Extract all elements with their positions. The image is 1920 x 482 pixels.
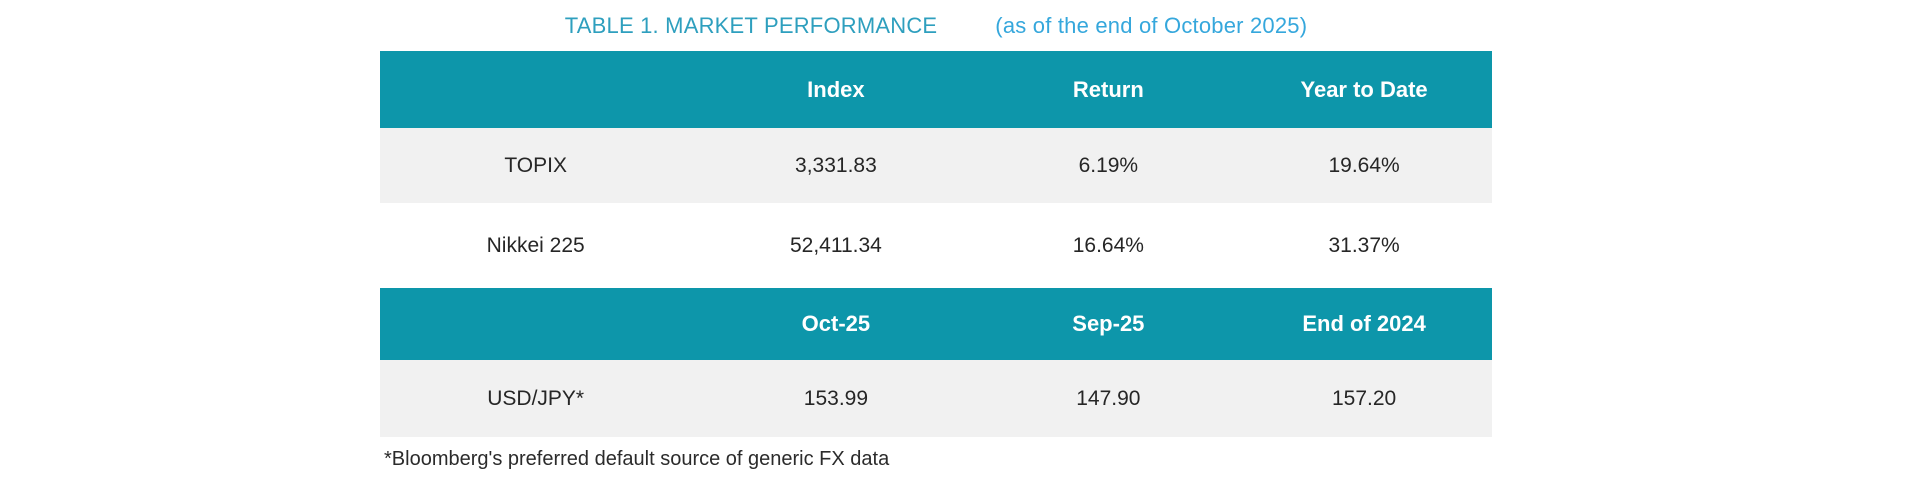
cell-index-value: 3,331.83 [795,154,877,177]
fx-table-header-row: Oct-25 Sep-25 End of 2024 [380,288,1492,360]
table-row-nikkei-225: Nikkei 225 52,411.34 16.64% 31.37% [380,203,1492,288]
table-title: TABLE 1. MARKET PERFORMANCE (as of the en… [380,13,1492,39]
header-year-to-date: Year to Date [1300,76,1428,102]
header-sep-25: Sep-25 [1072,311,1145,336]
table-title-date: (as of the end of October 2025) [995,13,1308,38]
cell-ytd-value: 31.37% [1328,234,1400,257]
cell-index-value: 52,411.34 [789,234,882,257]
cell-sep-25-value: 147.90 [1076,387,1141,410]
row-label: USD/JPY* [487,387,585,410]
cell-oct-25-value: 153.99 [803,387,869,410]
market-performance-table: Index Return Year to Date TOPIX 3,331.83… [380,51,1492,437]
cell-ytd-value: 19.64% [1328,154,1400,177]
cell-return-value: 16.64% [1072,234,1144,257]
row-label: Nikkei 225 [486,234,585,257]
row-label: TOPIX [504,154,567,177]
cell-end-2024-value: 157.20 [1331,387,1397,410]
header-end-of-2024: End of 2024 [1302,311,1426,336]
table-title-main: TABLE 1. MARKET PERFORMANCE [564,13,938,38]
header-index: Index [807,76,865,102]
footnote: *Bloomberg's preferred default source of… [384,448,890,470]
index-table-header-row: Index Return Year to Date [380,51,1492,128]
table-row-usd-jpy: USD/JPY* 153.99 147.90 157.20 [380,360,1492,437]
header-oct-25: Oct-25 [801,311,871,336]
table-row-topix: TOPIX 3,331.83 6.19% 19.64% [380,128,1492,203]
cell-return-value: 6.19% [1078,154,1139,177]
header-return: Return [1072,76,1144,102]
